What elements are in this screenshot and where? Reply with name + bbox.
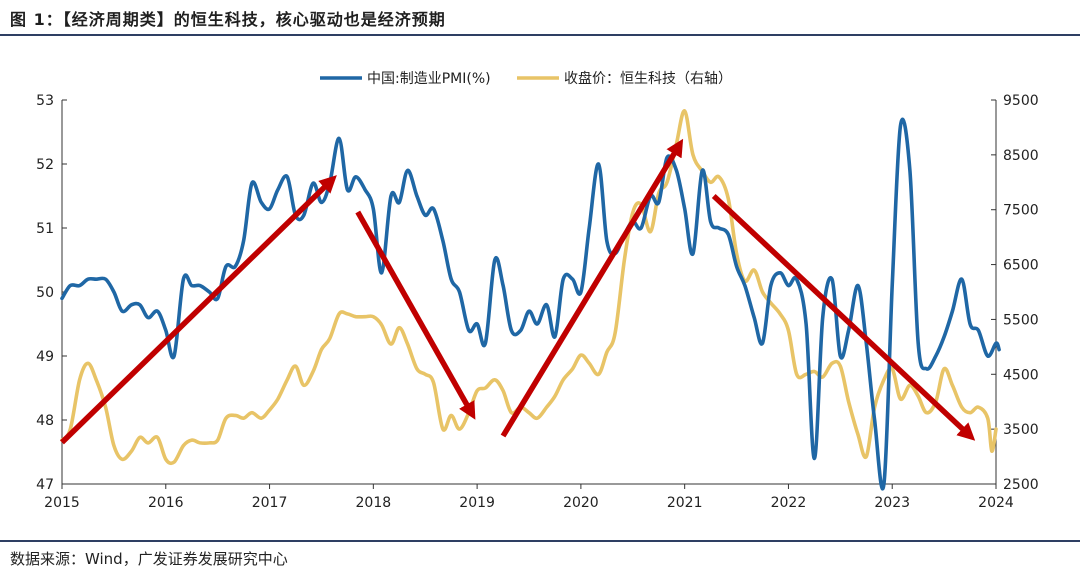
trend-arrow [500,138,684,438]
left-tick-label: 53 [36,93,54,109]
right-tick-label: 2500 [1003,477,1039,493]
figure-title: 图 1：【经济周期类】的恒生科技，核心驱动也是经济预期 [10,10,446,29]
left-tick-label: 47 [36,477,54,493]
x-tick-label: 2023 [874,495,910,511]
left-tick-label: 52 [36,157,54,173]
right-tick-label: 4500 [1003,367,1039,383]
trend-arrow [355,210,476,420]
right-tick-label: 5500 [1003,312,1039,328]
right-tick-label: 6500 [1003,258,1039,274]
right-tick-label: 8500 [1003,148,1039,164]
left-tick-label: 50 [36,285,54,301]
top-rule [0,34,1080,36]
right-tick-label: 9500 [1003,93,1039,109]
x-tick-label: 2022 [771,495,807,511]
series-line-pmi [60,117,1001,491]
series-layer [60,109,1001,491]
right-tick-label: 3500 [1003,422,1039,438]
source-note: 数据来源：Wind，广发证券发展研究中心 [10,550,288,568]
left-tick-label: 48 [36,413,54,429]
x-tick-label: 2020 [563,495,599,511]
x-tick-label: 2016 [148,495,184,511]
legend-label-hstech: 收盘价：恒生科技（右轴） [564,70,732,87]
line-chart: 47 48 49 50 51 52 53 2500 3500 4500 5500 6500 7500 85… [36,70,1038,511]
x-tick-label: 2021 [667,495,703,511]
x-tick-label: 2018 [356,495,392,511]
trend-arrow [711,193,976,441]
right-tick-label: 7500 [1003,203,1039,219]
x-tick-label: 2024 [978,495,1014,511]
left-tick-label: 49 [36,349,54,365]
x-tick-label: 2015 [44,495,80,511]
trend-arrow [60,175,337,445]
bottom-rule [0,540,1080,542]
series-line-hstech [60,109,998,466]
trend-arrows [60,138,976,445]
x-tick-label: 2019 [459,495,495,511]
left-tick-label: 51 [36,221,54,237]
axes: 47 48 49 50 51 52 53 2500 3500 4500 5500 6500 7500 85… [36,93,1038,511]
legend: 中国:制造业PMI(%) 收盘价：恒生科技（右轴） [320,70,732,87]
x-tick-label: 2017 [252,495,288,511]
legend-label-pmi: 中国:制造业PMI(%) [367,71,491,87]
